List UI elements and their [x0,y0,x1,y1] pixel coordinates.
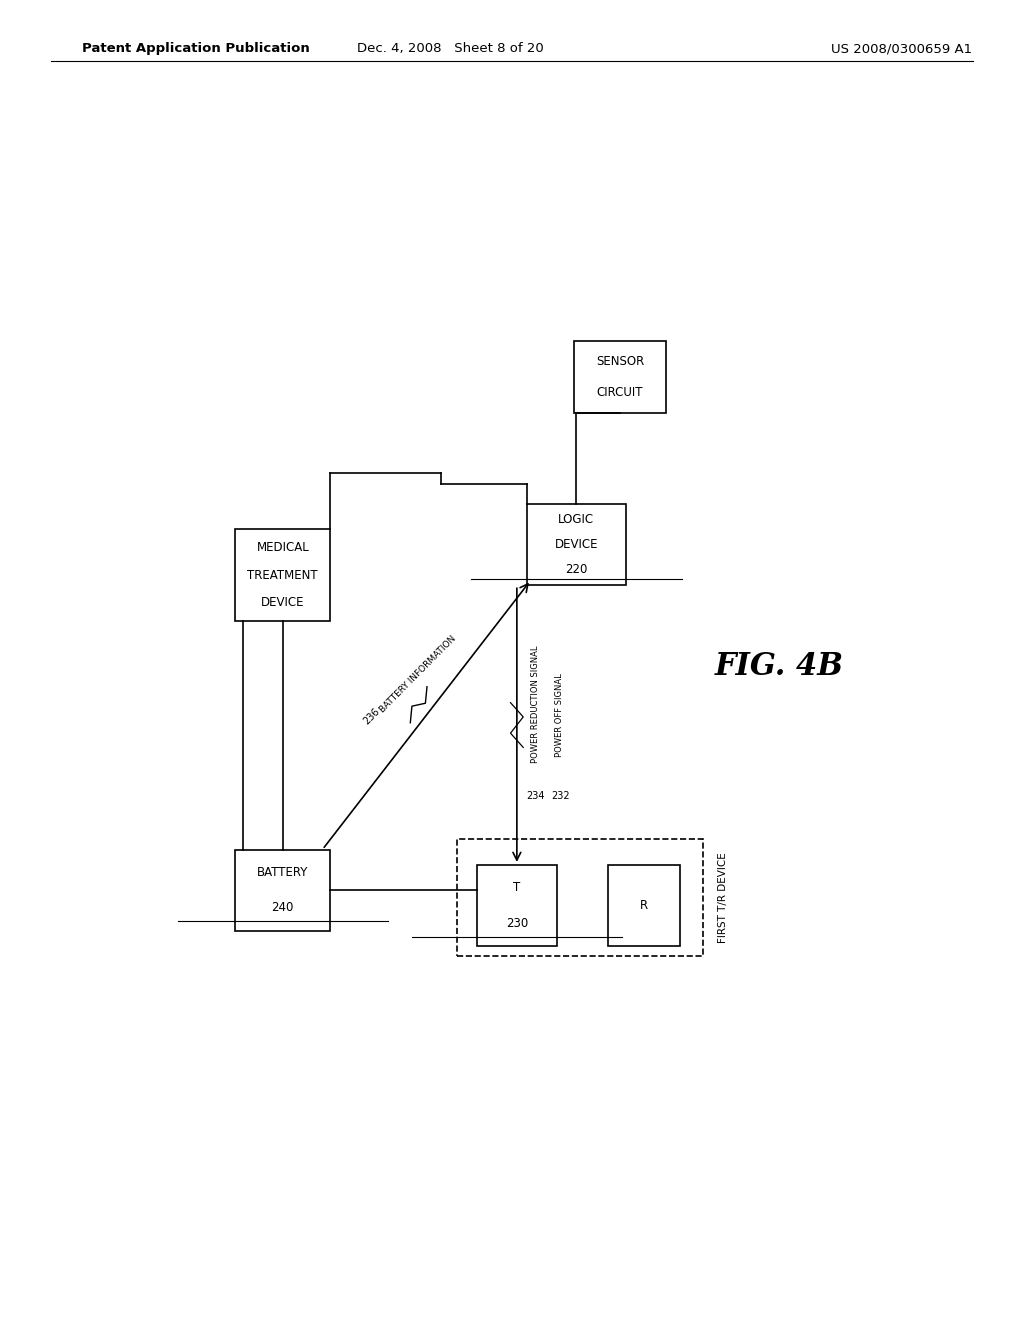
Bar [608,865,680,946]
Text: Dec. 4, 2008   Sheet 8 of 20: Dec. 4, 2008 Sheet 8 of 20 [357,42,544,55]
Text: R: R [640,899,648,912]
Text: 240: 240 [271,902,294,915]
Text: T: T [513,882,520,894]
Bar [236,529,331,620]
Text: CIRCUIT: CIRCUIT [597,385,643,399]
Bar [574,342,666,412]
Text: POWER OFF SIGNAL: POWER OFF SIGNAL [555,673,564,756]
Text: BATTERY: BATTERY [257,866,308,879]
Text: LOGIC: LOGIC [558,513,595,527]
Text: BATTERY INFORMATION: BATTERY INFORMATION [378,635,458,714]
Text: SENSOR: SENSOR [596,355,644,368]
Bar [458,840,703,956]
Text: 234: 234 [526,791,545,801]
Bar [477,865,557,946]
Bar [526,504,626,585]
Text: Patent Application Publication: Patent Application Publication [82,42,309,55]
Text: MEDICAL: MEDICAL [256,541,309,554]
Text: 232: 232 [551,791,569,801]
Bar [236,850,331,931]
Text: DEVICE: DEVICE [261,597,304,610]
Text: US 2008/0300659 A1: US 2008/0300659 A1 [830,42,972,55]
Text: FIRST T/R DEVICE: FIRST T/R DEVICE [718,853,728,944]
Text: 220: 220 [565,562,588,576]
Text: DEVICE: DEVICE [555,539,598,552]
Text: 236: 236 [361,706,382,726]
Text: 230: 230 [506,916,528,929]
Text: TREATMENT: TREATMENT [248,569,318,582]
Text: FIG. 4B: FIG. 4B [715,651,843,682]
Text: POWER REDUCTION SIGNAL: POWER REDUCTION SIGNAL [531,645,540,763]
